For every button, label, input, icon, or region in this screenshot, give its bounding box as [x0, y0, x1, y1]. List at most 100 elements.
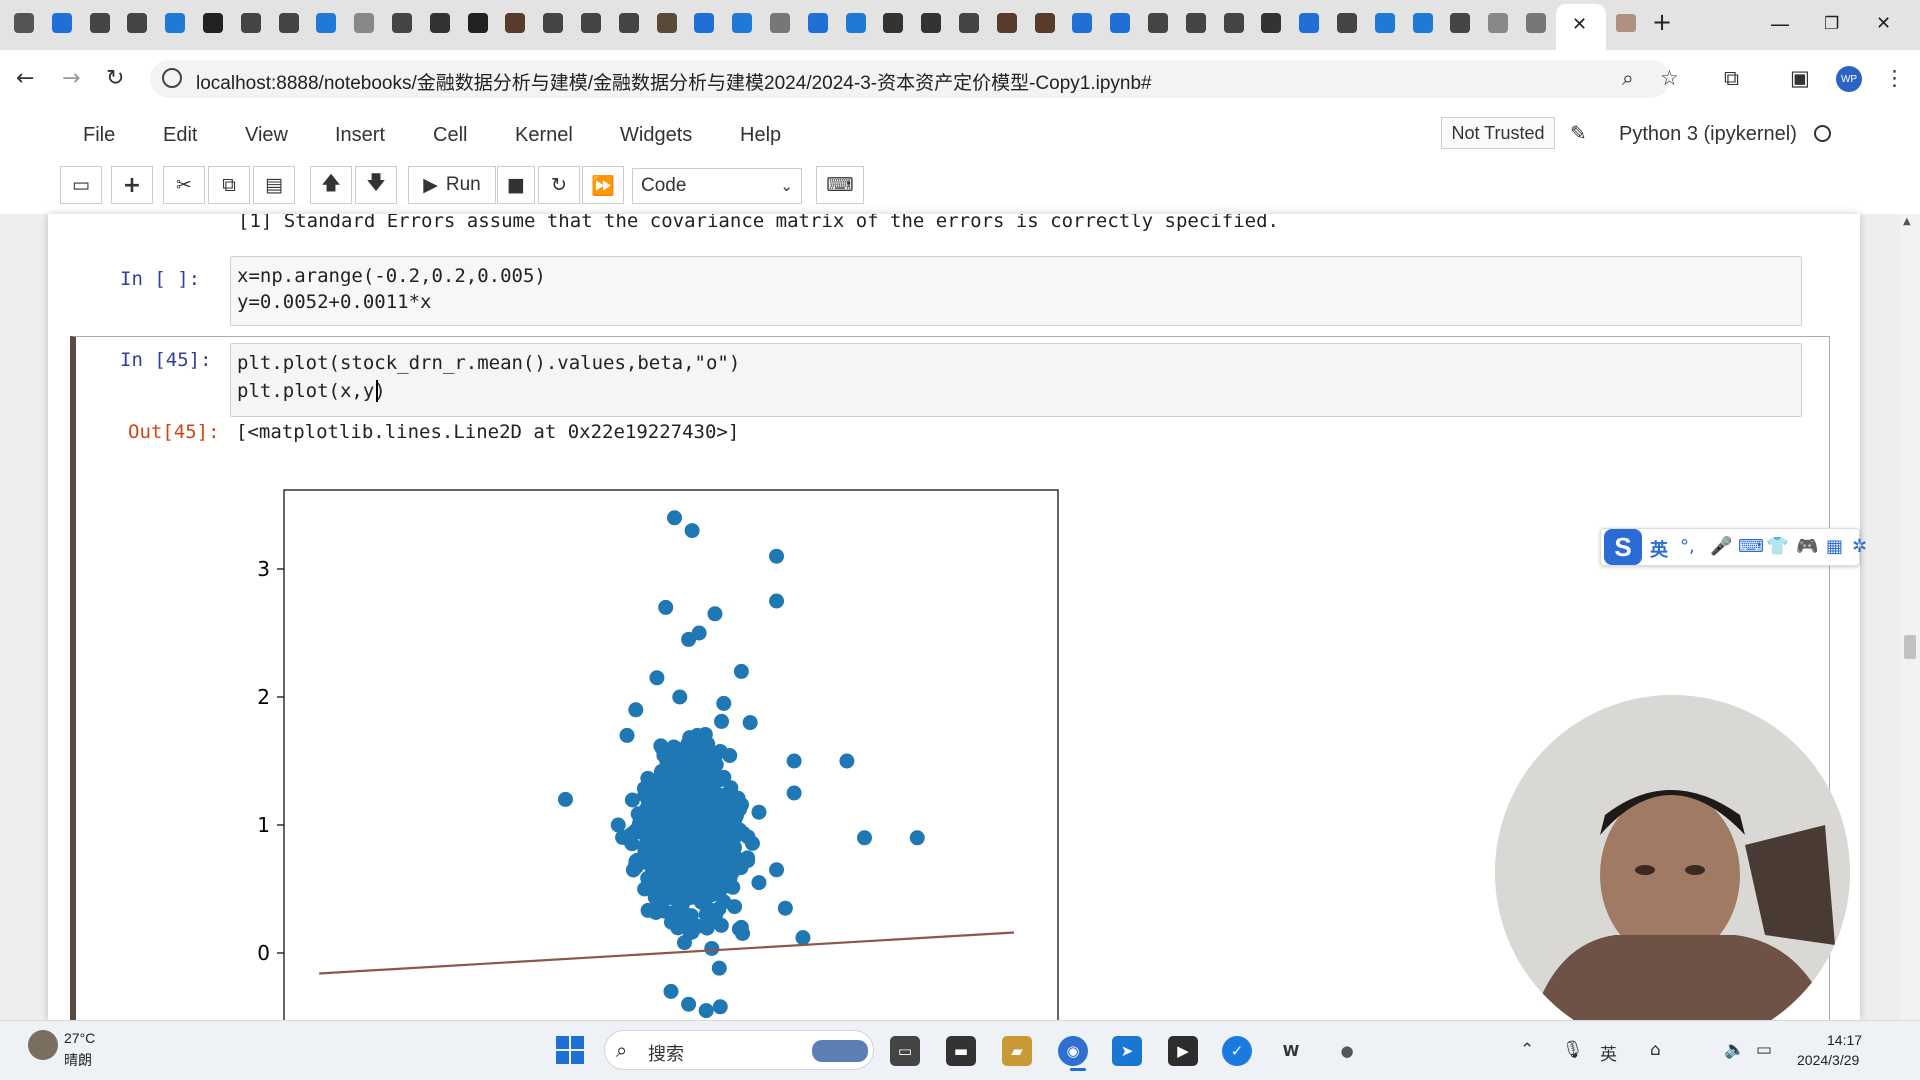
note-icon[interactable]	[1526, 13, 1546, 33]
back-icon[interactable]: ←	[16, 66, 35, 91]
library-icon[interactable]	[1450, 13, 1471, 33]
zoom-icon[interactable]: ⌕	[1622, 66, 1634, 90]
copy-icon[interactable]	[1148, 13, 1168, 33]
zhihu-icon[interactable]	[732, 13, 753, 33]
paw-icon[interactable]	[694, 13, 715, 33]
site-info-icon[interactable]	[162, 68, 182, 88]
paw-icon[interactable]	[807, 13, 828, 33]
microphone-icon[interactable]: 🎙	[1562, 1040, 1584, 1060]
zhihu-icon[interactable]	[165, 13, 186, 33]
dark-icon[interactable]	[996, 13, 1017, 33]
dark-icon[interactable]	[1034, 13, 1055, 33]
weather-temperature[interactable]: 27°C	[64, 1030, 96, 1046]
move-up-button[interactable]: 🡅	[310, 166, 352, 204]
cell-type-select[interactable]: Code ⌄	[632, 168, 802, 204]
mic-icon[interactable]: 🎤	[1710, 536, 1733, 557]
image-icon[interactable]	[656, 13, 677, 33]
terminal-app-icon[interactable]: ▬	[946, 1036, 976, 1066]
restart-button[interactable]: ↻	[538, 166, 580, 204]
battery-icon[interactable]: ▭	[1756, 1040, 1773, 1060]
app-icon[interactable]: ●	[1332, 1036, 1362, 1066]
address-bar[interactable]	[150, 60, 1670, 98]
ads-icon[interactable]	[921, 13, 942, 33]
mail-icon[interactable]	[883, 13, 904, 33]
code-line[interactable]: plt.plot(stock_drn_r.mean().values,beta,…	[237, 352, 741, 374]
code-line[interactable]: plt.plot(x,y)	[237, 380, 386, 402]
new-tab-button[interactable]: +	[1652, 8, 1673, 36]
apps-icon[interactable]: ▦	[1826, 536, 1844, 557]
dark-icon[interactable]	[505, 13, 526, 33]
scrollbar[interactable]	[1900, 214, 1920, 1020]
zhihu-icon[interactable]	[1374, 13, 1395, 33]
input-mode-indicator[interactable]: 英	[1600, 1045, 1617, 1065]
insert-cell-button[interactable]: +	[111, 166, 153, 204]
v-app-icon[interactable]: ✓	[1222, 1036, 1252, 1066]
loading-icon[interactable]	[1488, 13, 1509, 33]
share-icon[interactable]	[1299, 13, 1320, 33]
n-icon[interactable]	[543, 13, 564, 33]
zhihu-icon[interactable]	[1412, 13, 1433, 33]
menu-kernel[interactable]: Kernel	[515, 124, 573, 146]
a-icon[interactable]	[618, 13, 639, 33]
file-explorer-icon[interactable]: ▰	[1002, 1036, 1032, 1066]
book-icon[interactable]	[1223, 13, 1244, 33]
active-tab[interactable]: ✕	[1556, 4, 1606, 50]
scrollbar-thumb[interactable]	[1904, 635, 1916, 659]
start-button[interactable]	[556, 1036, 584, 1064]
wps-icon[interactable]: W	[1276, 1036, 1306, 1066]
interrupt-button[interactable]: ■	[497, 166, 535, 204]
menu-insert[interactable]: Insert	[335, 124, 386, 146]
menu-view[interactable]: View	[245, 124, 288, 146]
home-icon[interactable]	[354, 13, 375, 33]
command-palette-button[interactable]: ⌨	[816, 166, 864, 204]
copy-button[interactable]: ⧉	[208, 166, 250, 204]
minimize-button[interactable]: —	[1770, 12, 1790, 36]
network-icon[interactable]: ⌂	[1650, 1040, 1661, 1060]
menu-icon[interactable]	[14, 13, 34, 33]
chrome-icon[interactable]: ◉	[1058, 1036, 1088, 1066]
code-cell[interactable]: In [ ]: x=np.arange(-0.2,0.2,0.005) y=0.…	[56, 256, 1808, 326]
menu-cell[interactable]: Cell	[433, 124, 468, 146]
keyboard-icon[interactable]: ⌨	[1738, 536, 1764, 557]
calendar-icon[interactable]	[51, 13, 72, 33]
save-button[interactable]: ▭	[60, 166, 102, 204]
code-line[interactable]: x=np.arange(-0.2,0.2,0.005)	[237, 265, 546, 287]
cloud-icon[interactable]	[1110, 13, 1131, 33]
cut-button[interactable]: ✂	[163, 166, 205, 204]
mail-icon[interactable]	[1261, 13, 1282, 33]
menu-widgets[interactable]: Widgets	[620, 124, 693, 146]
search-highlight-icon[interactable]	[812, 1040, 868, 1062]
weather-icon[interactable]	[28, 1030, 58, 1060]
close-tab-icon[interactable]: ✕	[1572, 14, 1588, 35]
globe-icon[interactable]	[392, 13, 412, 33]
code-cell-selected[interactable]: In [45]: plt.plot(stock_drn_r.mean().val…	[70, 336, 1830, 1020]
video-icon[interactable]	[770, 13, 790, 33]
copy-icon[interactable]	[1337, 13, 1357, 33]
menu-help[interactable]: Help	[740, 124, 782, 146]
game-icon[interactable]: 🎮	[1796, 536, 1819, 557]
code-line[interactable]: y=0.0052+0.0011*x	[237, 291, 432, 313]
side-panel-icon[interactable]: ▣	[1790, 66, 1810, 90]
cmd-icon[interactable]: ▶	[1168, 1036, 1198, 1066]
shirt-icon[interactable]: 👕	[1766, 536, 1789, 557]
mail-icon[interactable]	[429, 13, 450, 33]
code-editor[interactable]: x=np.arange(-0.2,0.2,0.005) y=0.0052+0.0…	[230, 256, 1802, 326]
clock-date[interactable]: 2024/3/29	[1797, 1052, 1860, 1068]
reload-icon[interactable]: ↻	[106, 66, 125, 91]
run-button[interactable]: ▶ Run	[408, 166, 496, 204]
cloud-icon[interactable]	[1072, 13, 1093, 33]
bird-icon[interactable]	[959, 13, 979, 33]
restart-run-all-button[interactable]: ⏩	[582, 166, 624, 204]
feishu-icon[interactable]: ➤	[1112, 1036, 1142, 1066]
search-placeholder[interactable]: 搜索	[648, 1044, 684, 1064]
zhihu-icon[interactable]	[845, 13, 866, 33]
clock-time[interactable]: 14:17	[1827, 1032, 1863, 1048]
runner-icon[interactable]	[1185, 13, 1206, 33]
github-icon[interactable]	[203, 13, 223, 33]
task-view-icon[interactable]: ▭	[890, 1036, 920, 1066]
record-icon[interactable]	[127, 13, 148, 33]
kernel-name[interactable]: Python 3 (ipykernel)	[1619, 123, 1797, 145]
restore-button[interactable]: ❐	[1824, 14, 1840, 34]
copy-icon[interactable]	[278, 13, 299, 33]
ime-language-toggle[interactable]: 英	[1650, 540, 1668, 561]
